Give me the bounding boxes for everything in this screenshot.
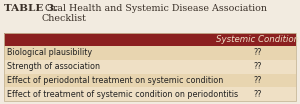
Text: Systemic Condition: Systemic Condition <box>216 35 299 44</box>
Bar <box>4 46 296 60</box>
Text: Effect of periodontal treatment on systemic condition: Effect of periodontal treatment on syste… <box>7 76 223 85</box>
Bar <box>4 87 296 101</box>
Text: ??: ?? <box>253 90 262 99</box>
Text: Biological plausibility: Biological plausibility <box>7 48 92 57</box>
Bar <box>4 33 296 46</box>
Text: ??: ?? <box>253 76 262 85</box>
Text: ??: ?? <box>253 62 262 71</box>
Bar <box>4 33 296 101</box>
Text: ??: ?? <box>253 48 262 57</box>
Bar <box>4 60 296 74</box>
Text: Strength of association: Strength of association <box>7 62 100 71</box>
Text: Effect of treatment of systemic condition on periodontitis: Effect of treatment of systemic conditio… <box>7 90 238 99</box>
Text: Oral Health and Systemic Disease Association
Checklist: Oral Health and Systemic Disease Associa… <box>42 4 267 23</box>
Bar <box>4 74 296 87</box>
Text: TABLE 3.: TABLE 3. <box>4 4 58 13</box>
